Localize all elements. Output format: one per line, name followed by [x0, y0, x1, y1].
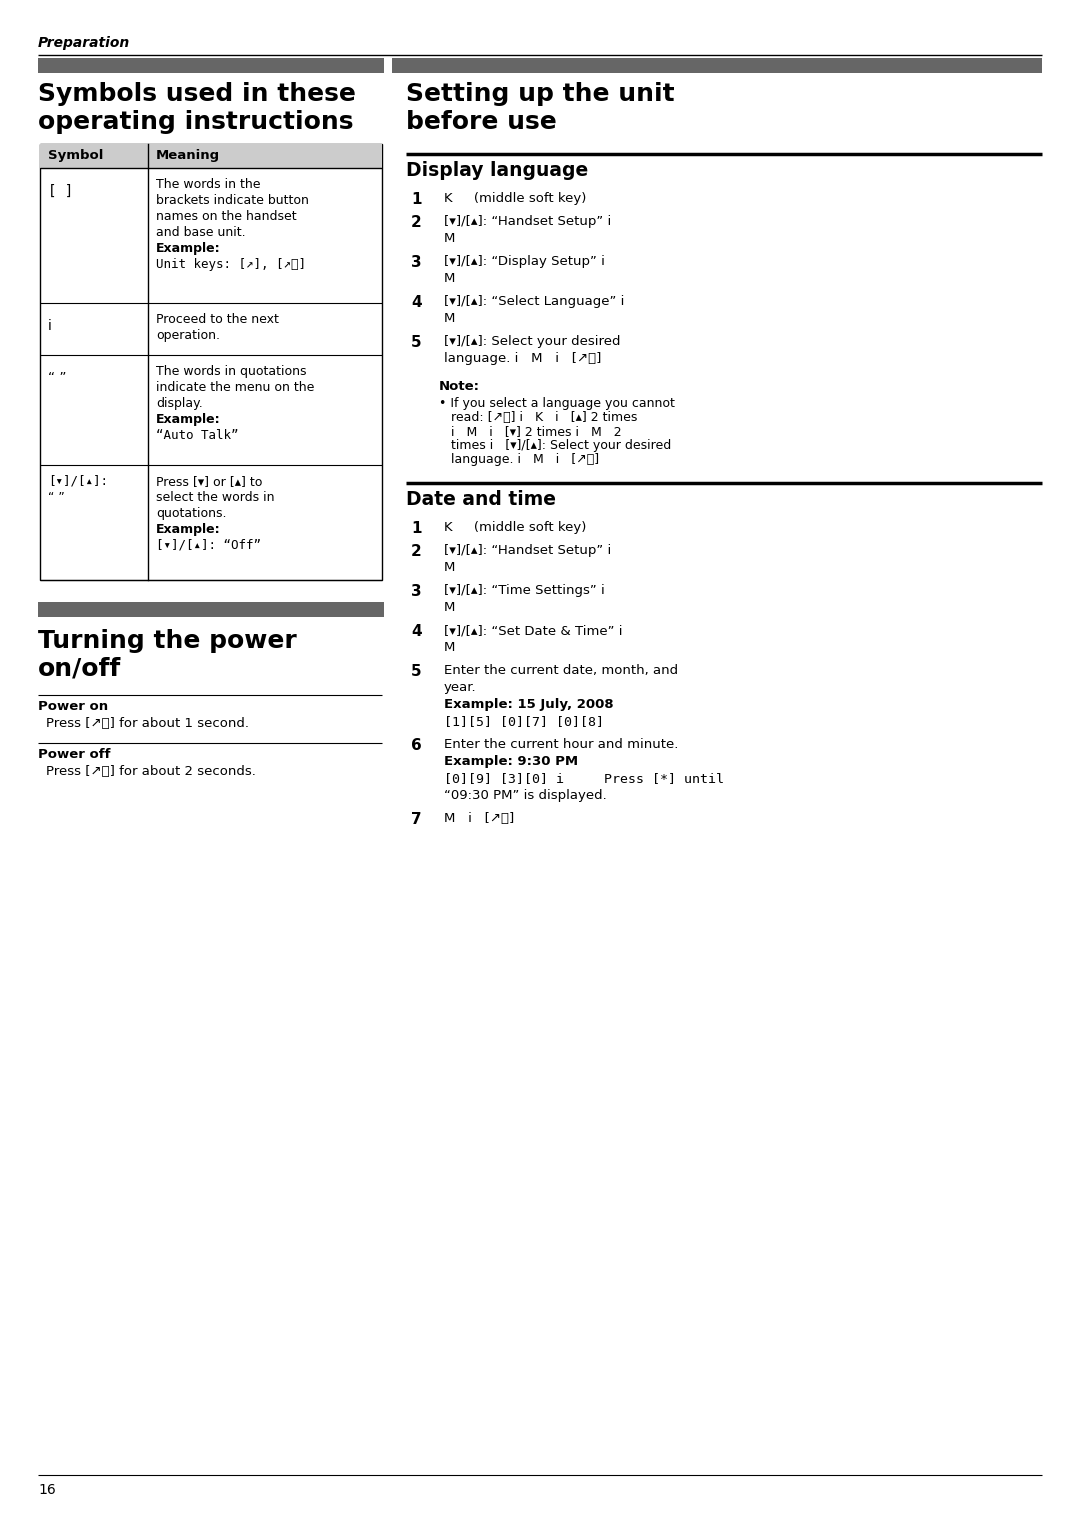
- Text: Example:: Example:: [156, 524, 220, 536]
- Text: M   i   [↗Ⓘ]: M i [↗Ⓘ]: [444, 812, 514, 825]
- Text: Press [↗Ⓘ] for about 1 second.: Press [↗Ⓘ] for about 1 second.: [46, 718, 249, 730]
- Text: [▾]/[▴]:: [▾]/[▴]:: [48, 475, 108, 489]
- Text: Power off: Power off: [38, 748, 110, 760]
- Text: 3: 3: [411, 583, 421, 599]
- Text: Date and time: Date and time: [406, 490, 556, 508]
- Text: brackets indicate button: brackets indicate button: [156, 194, 309, 208]
- Text: “ ”: “ ”: [48, 371, 67, 385]
- Text: “09:30 PM” is displayed.: “09:30 PM” is displayed.: [444, 789, 607, 802]
- Text: operating instructions: operating instructions: [38, 110, 353, 134]
- Text: 1: 1: [411, 192, 421, 208]
- Text: [▾]/[▴]: “Handset Setup” i: [▾]/[▴]: “Handset Setup” i: [444, 215, 611, 228]
- Text: M: M: [444, 641, 456, 654]
- Text: M: M: [444, 272, 456, 286]
- Text: Power on: Power on: [38, 699, 108, 713]
- Text: 16: 16: [38, 1483, 56, 1496]
- Text: “Auto Talk”: “Auto Talk”: [156, 429, 239, 441]
- Text: [0][9] [3][0] i     Press [*] until: [0][9] [3][0] i Press [*] until: [444, 773, 724, 785]
- Text: Turning the power: Turning the power: [38, 629, 297, 654]
- Text: read: [↗Ⓘ] i   K   i   [▴] 2 times: read: [↗Ⓘ] i K i [▴] 2 times: [438, 411, 637, 425]
- Text: operation.: operation.: [156, 328, 220, 342]
- Text: Example: 9:30 PM: Example: 9:30 PM: [444, 754, 578, 768]
- Text: [▾]/[▴]: “Select Language” i: [▾]/[▴]: “Select Language” i: [444, 295, 624, 308]
- Text: 5: 5: [411, 334, 421, 350]
- Text: i: i: [48, 319, 52, 333]
- Bar: [392, 58, 1042, 73]
- Text: [▾]/[▴]: “Set Date & Time” i: [▾]/[▴]: “Set Date & Time” i: [444, 625, 622, 637]
- Text: times i   [▾]/[▴]: Select your desired: times i [▾]/[▴]: Select your desired: [438, 438, 672, 452]
- Text: 4: 4: [411, 625, 421, 638]
- Text: [▾]/[▴]: “Time Settings” i: [▾]/[▴]: “Time Settings” i: [444, 583, 605, 597]
- Text: [▾]/[▴]: “Off”: [▾]/[▴]: “Off”: [156, 539, 261, 551]
- Text: • If you select a language you cannot: • If you select a language you cannot: [438, 397, 675, 411]
- Text: [▾]/[▴]: “Handset Setup” i: [▾]/[▴]: “Handset Setup” i: [444, 544, 611, 557]
- Text: Setting up the unit: Setting up the unit: [406, 82, 675, 105]
- Text: 1: 1: [411, 521, 421, 536]
- Text: Example:: Example:: [156, 412, 220, 426]
- Text: and base unit.: and base unit.: [156, 226, 245, 240]
- Text: Press [↗Ⓘ] for about 2 seconds.: Press [↗Ⓘ] for about 2 seconds.: [46, 765, 256, 777]
- Text: select the words in: select the words in: [156, 492, 274, 504]
- Text: 2: 2: [411, 544, 422, 559]
- Text: Meaning: Meaning: [156, 150, 220, 162]
- Text: Preparation: Preparation: [38, 37, 131, 50]
- Text: 6: 6: [411, 738, 422, 753]
- Text: Note:: Note:: [438, 380, 480, 392]
- Text: Proceed to the next: Proceed to the next: [156, 313, 279, 325]
- Text: Example: 15 July, 2008: Example: 15 July, 2008: [444, 698, 613, 712]
- Bar: [38, 58, 384, 73]
- Text: quotations.: quotations.: [156, 507, 227, 521]
- Text: [ ]: [ ]: [48, 183, 73, 199]
- Text: [▾]/[▴]: Select your desired: [▾]/[▴]: Select your desired: [444, 334, 621, 348]
- Text: language. i   M   i   [↗Ⓘ]: language. i M i [↗Ⓘ]: [444, 353, 602, 365]
- Text: Display language: Display language: [406, 160, 589, 180]
- Text: on/off: on/off: [38, 657, 121, 681]
- Text: indicate the menu on the: indicate the menu on the: [156, 382, 314, 394]
- Text: Enter the current date, month, and: Enter the current date, month, and: [444, 664, 678, 676]
- Bar: [40, 144, 382, 580]
- Text: 3: 3: [411, 255, 421, 270]
- Text: M: M: [444, 232, 456, 244]
- Text: 4: 4: [411, 295, 421, 310]
- Bar: [40, 144, 382, 168]
- Text: Example:: Example:: [156, 241, 220, 255]
- Text: names on the handset: names on the handset: [156, 211, 297, 223]
- Text: Enter the current hour and minute.: Enter the current hour and minute.: [444, 738, 678, 751]
- Text: The words in quotations: The words in quotations: [156, 365, 307, 379]
- Text: “ ”: “ ”: [48, 492, 65, 504]
- Text: Symbol: Symbol: [48, 150, 104, 162]
- Text: Press [▾] or [▴] to: Press [▾] or [▴] to: [156, 475, 262, 489]
- Bar: [38, 602, 384, 617]
- Text: display.: display.: [156, 397, 203, 411]
- Text: Unit keys: [↗], [↗Ⓘ]: Unit keys: [↗], [↗Ⓘ]: [156, 258, 306, 270]
- Text: 2: 2: [411, 215, 422, 231]
- Text: 7: 7: [411, 812, 421, 828]
- Text: Symbols used in these: Symbols used in these: [38, 82, 356, 105]
- Text: M: M: [444, 312, 456, 325]
- Text: K     (middle soft key): K (middle soft key): [444, 521, 586, 534]
- Text: M: M: [444, 602, 456, 614]
- Text: before use: before use: [406, 110, 557, 134]
- Text: 5: 5: [411, 664, 421, 680]
- Text: [1][5] [0][7] [0][8]: [1][5] [0][7] [0][8]: [444, 715, 604, 728]
- Text: M: M: [444, 560, 456, 574]
- Text: The words in the: The words in the: [156, 179, 260, 191]
- Text: year.: year.: [444, 681, 476, 693]
- Text: language. i   M   i   [↗Ⓘ]: language. i M i [↗Ⓘ]: [438, 454, 599, 466]
- Text: i   M   i   [▾] 2 times i   M   2: i M i [▾] 2 times i M 2: [438, 425, 622, 438]
- Text: K     (middle soft key): K (middle soft key): [444, 192, 586, 205]
- Text: [▾]/[▴]: “Display Setup” i: [▾]/[▴]: “Display Setup” i: [444, 255, 605, 269]
